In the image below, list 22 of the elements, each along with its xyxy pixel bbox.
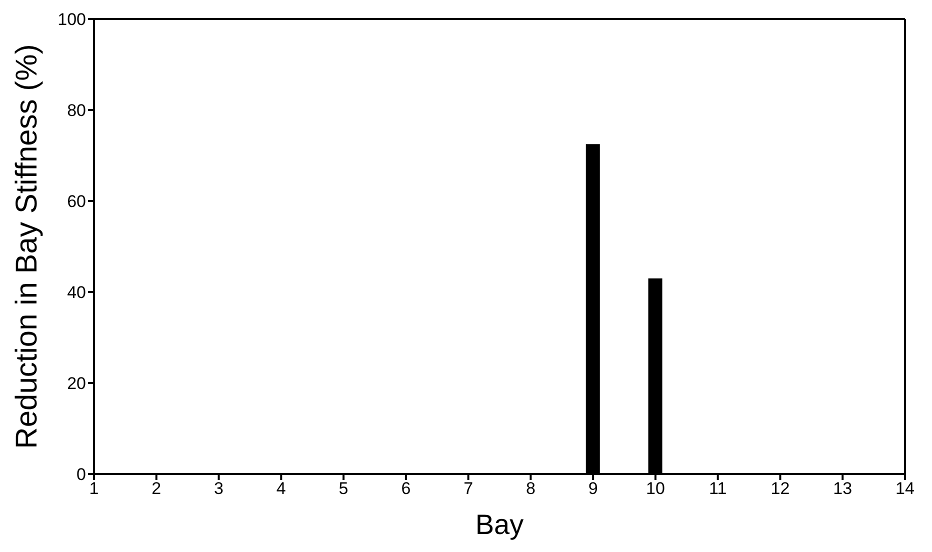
y-axis-title: Reduction in Bay Stiffness (%) (10, 44, 44, 449)
y-tick-label: 40 (67, 283, 86, 302)
x-tick-label: 2 (152, 479, 162, 498)
x-axis-title: Bay (475, 509, 524, 540)
x-tick-label: 4 (276, 479, 286, 498)
y-tick-label: 80 (67, 101, 86, 120)
x-tick-label: 13 (833, 479, 852, 498)
x-tick-label: 11 (709, 479, 727, 498)
x-tick-label: 9 (588, 479, 598, 498)
x-tick-label: 6 (401, 479, 411, 498)
x-tick-label: 10 (646, 479, 665, 498)
x-tick-label: 12 (770, 479, 790, 498)
x-tick-label: 1 (89, 479, 99, 498)
x-tick-label: 8 (526, 479, 536, 498)
y-tick-label: 20 (67, 374, 86, 394)
x-tick-label: 7 (464, 479, 474, 498)
y-tick-label: 0 (76, 465, 86, 484)
x-tick-label: 3 (214, 479, 224, 498)
y-tick-label: 100 (58, 10, 86, 30)
x-tick-label: 14 (896, 479, 914, 498)
x-tick-label: 5 (338, 479, 348, 498)
y-tick-label: 60 (67, 192, 86, 212)
